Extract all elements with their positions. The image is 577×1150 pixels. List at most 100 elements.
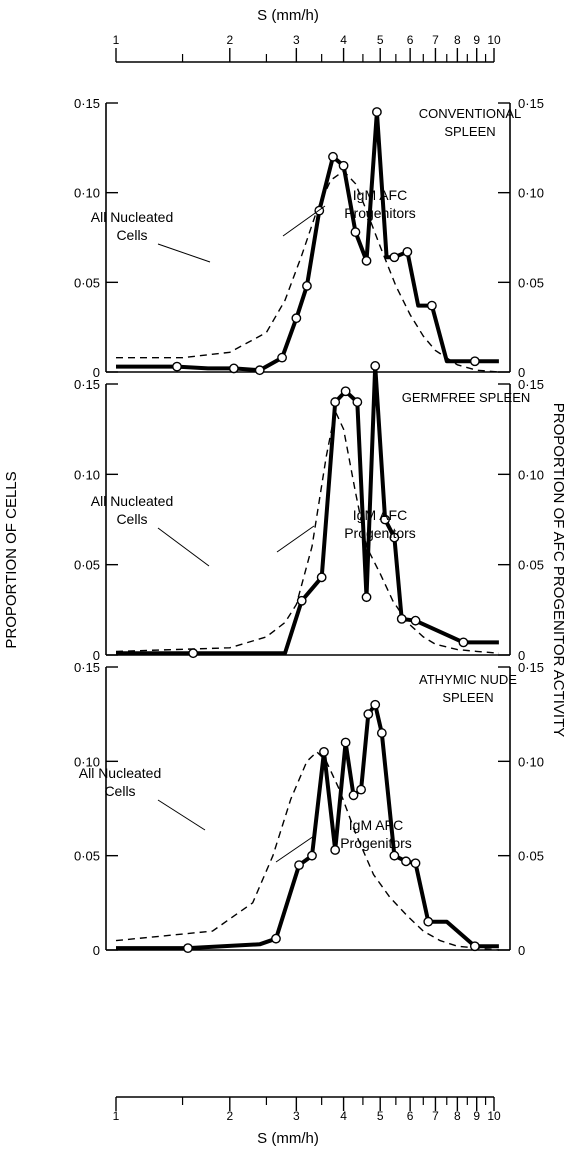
series-line-all-nucleated-cells [115,408,499,654]
data-point [316,572,327,583]
x-axis-title-top: S (mm/h) [257,7,319,24]
label-igm-afc-progenitors: Progenitors [340,835,412,851]
left-y-tick-label: 0 [93,648,100,663]
x-axis-title-bottom: S (mm/h) [257,1130,319,1147]
data-point [338,160,349,171]
right-y-tick-label: 0·10 [518,467,544,482]
data-point [352,397,363,407]
bottom-x-axis: 1 2 3 4 5 6 7 8 9 10 [113,1096,501,1123]
data-point [294,860,304,870]
data-point [319,747,329,757]
right-y-tick-label: 0·10 [518,186,544,201]
label-igm-afc-progenitors: Progenitors [344,525,416,541]
data-point [376,728,387,738]
data-point [348,790,359,801]
series-line-igm-afc-progenitors [116,702,499,951]
left-y-tick-label: 0·05 [74,558,100,573]
panel-title: GERMFREE SPLEEN [402,390,531,405]
leader-line-igm-afc-progenitors [282,205,326,237]
bottom-x-tick-label-1: 1 [113,1109,120,1123]
left-y-tick-label: 0·10 [74,754,100,769]
series-line-all-nucleated-cells [115,750,499,951]
data-point [371,107,382,117]
data-point [402,246,413,257]
data-point [302,281,312,291]
y-axis-title-left: PROPORTION OF CELLS [3,471,20,648]
panel-title: SPLEEN [442,690,493,705]
data-point [401,856,411,867]
panel-title: ATHYMIC NUDE [419,672,517,687]
data-point [340,737,351,748]
label-all-nucleated-cells: Cells [116,511,147,527]
top-x-tick-label-1: 1 [113,33,120,47]
data-point [370,361,381,371]
label-all-nucleated-cells: Cells [104,783,135,799]
right-y-tick-label: 0·05 [518,849,544,864]
right-y-tick-label: 0 [518,648,525,663]
data-point [389,850,400,861]
data-point [469,941,480,952]
data-point [458,637,469,648]
top-x-tick-label-10: 10 [487,33,501,47]
bottom-x-tick-label-6: 6 [407,1109,414,1123]
panel-title: CONVENTIONAL [419,106,522,121]
data-point [228,363,239,374]
right-y-tick-label: 0·15 [518,660,544,675]
bottom-x-tick-label-7: 7 [432,1109,439,1123]
data-point [380,514,390,525]
left-y-tick-label: 0·15 [74,660,100,675]
leader-line-igm-afc-progenitors [275,835,315,863]
left-y-tick-label: 0·05 [74,275,100,290]
data-point [330,397,341,407]
y-axis-title-right: PROPORTION OF AFC PROGENITOR ACTIVITY [550,403,567,738]
data-point [254,365,265,376]
data-point [330,845,341,855]
label-igm-afc-progenitors: Progenitors [344,205,416,221]
data-point [296,595,307,606]
label-igm-afc-progenitors: IgM AFC [349,817,403,833]
data-point [307,850,317,861]
label-igm-afc-progenitors: IgM AFC [353,187,407,203]
data-point [350,227,361,238]
left-y-tick-label: 0 [93,943,100,958]
data-point [389,532,400,543]
left-y-tick-label: 0 [93,365,100,380]
data-point [361,255,372,266]
data-point [277,352,287,363]
bottom-x-tick-label-4: 4 [340,1109,347,1123]
label-all-nucleated-cells: Cells [116,227,147,243]
top-x-tick-label-7: 7 [432,33,439,47]
label-all-nucleated-cells: All Nucleated [79,765,162,781]
data-point [469,356,480,367]
top-x-tick-label-5: 5 [377,33,384,47]
data-point [410,615,421,626]
right-y-tick-label: 0·15 [518,96,544,111]
right-y-tick-label: 0·05 [518,275,544,290]
series-line-igm-afc-progenitors [116,363,499,656]
data-point [291,313,302,324]
data-point [370,699,381,710]
bottom-x-tick-label-10: 10 [487,1109,501,1123]
top-x-tick-label-4: 4 [340,33,347,47]
leader-line-all-nucleated-cells [157,527,210,567]
data-point [328,151,338,162]
data-point [356,784,366,795]
top-x-axis: 1 2 3 4 5 6 7 8 9 10 [113,33,501,63]
data-point [188,648,199,659]
data-point [423,916,434,927]
top-x-tick-label-2: 2 [226,33,233,47]
leader-line-all-nucleated-cells [157,799,206,831]
leader-line-igm-afc-progenitors [276,525,315,553]
data-point [271,933,281,944]
top-x-tick-label-6: 6 [407,33,414,47]
data-point [172,361,182,372]
top-x-tick-label-3: 3 [293,33,300,47]
data-point [363,709,374,720]
data-point [183,943,193,954]
right-y-tick-label: 0 [518,943,525,958]
series-line-all-nucleated-cells [116,170,499,373]
left-y-tick-label: 0·15 [74,377,100,392]
bottom-x-tick-label-9: 9 [473,1109,480,1123]
